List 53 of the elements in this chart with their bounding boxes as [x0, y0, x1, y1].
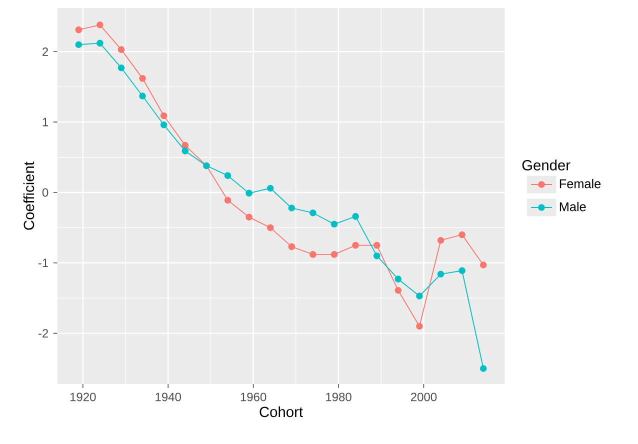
point — [310, 251, 316, 258]
point — [246, 190, 252, 197]
point — [458, 267, 466, 274]
point — [437, 270, 444, 278]
point — [182, 142, 189, 149]
x-tick-label: 1940 — [156, 392, 181, 402]
point — [394, 276, 402, 282]
point — [330, 220, 338, 228]
point — [266, 184, 274, 192]
point — [224, 172, 232, 179]
x-tick-label: 1960 — [240, 392, 266, 402]
point — [416, 292, 423, 300]
point — [458, 231, 466, 238]
x-axis-title: Cohort — [260, 406, 303, 418]
x-tick-label: 2000 — [410, 392, 437, 402]
point — [139, 92, 146, 100]
point — [373, 252, 380, 260]
point — [416, 322, 423, 330]
point — [288, 243, 296, 250]
x-tick-label: 1980 — [326, 392, 352, 402]
point — [246, 214, 252, 221]
point — [352, 213, 359, 220]
point — [75, 41, 82, 48]
legend-title: Gender — [522, 160, 570, 170]
point — [310, 209, 316, 216]
point — [75, 26, 82, 34]
legend-label: Female — [560, 178, 601, 188]
point — [118, 64, 125, 72]
y-tick-label: -2 — [38, 329, 48, 338]
point — [394, 286, 402, 294]
y-tick-label: 0 — [42, 188, 48, 197]
point — [266, 224, 274, 232]
point — [373, 242, 380, 249]
point — [352, 242, 359, 249]
y-tick-label: 2 — [42, 47, 48, 56]
point — [160, 121, 168, 128]
point — [480, 262, 487, 268]
point — [330, 251, 338, 258]
point — [480, 365, 487, 372]
point — [96, 21, 104, 28]
legend-label: Male — [560, 202, 586, 212]
x-tick-label: 1920 — [70, 392, 96, 402]
y-tick-label: -1 — [38, 258, 48, 268]
point — [160, 112, 168, 120]
point — [437, 236, 444, 244]
y-axis-title: Coefficient — [23, 162, 34, 230]
point — [96, 40, 104, 47]
point — [224, 196, 232, 204]
point — [118, 46, 125, 53]
point — [139, 75, 146, 82]
y-tick-label: 1 — [42, 118, 48, 126]
point — [182, 148, 189, 154]
point — [288, 204, 296, 212]
